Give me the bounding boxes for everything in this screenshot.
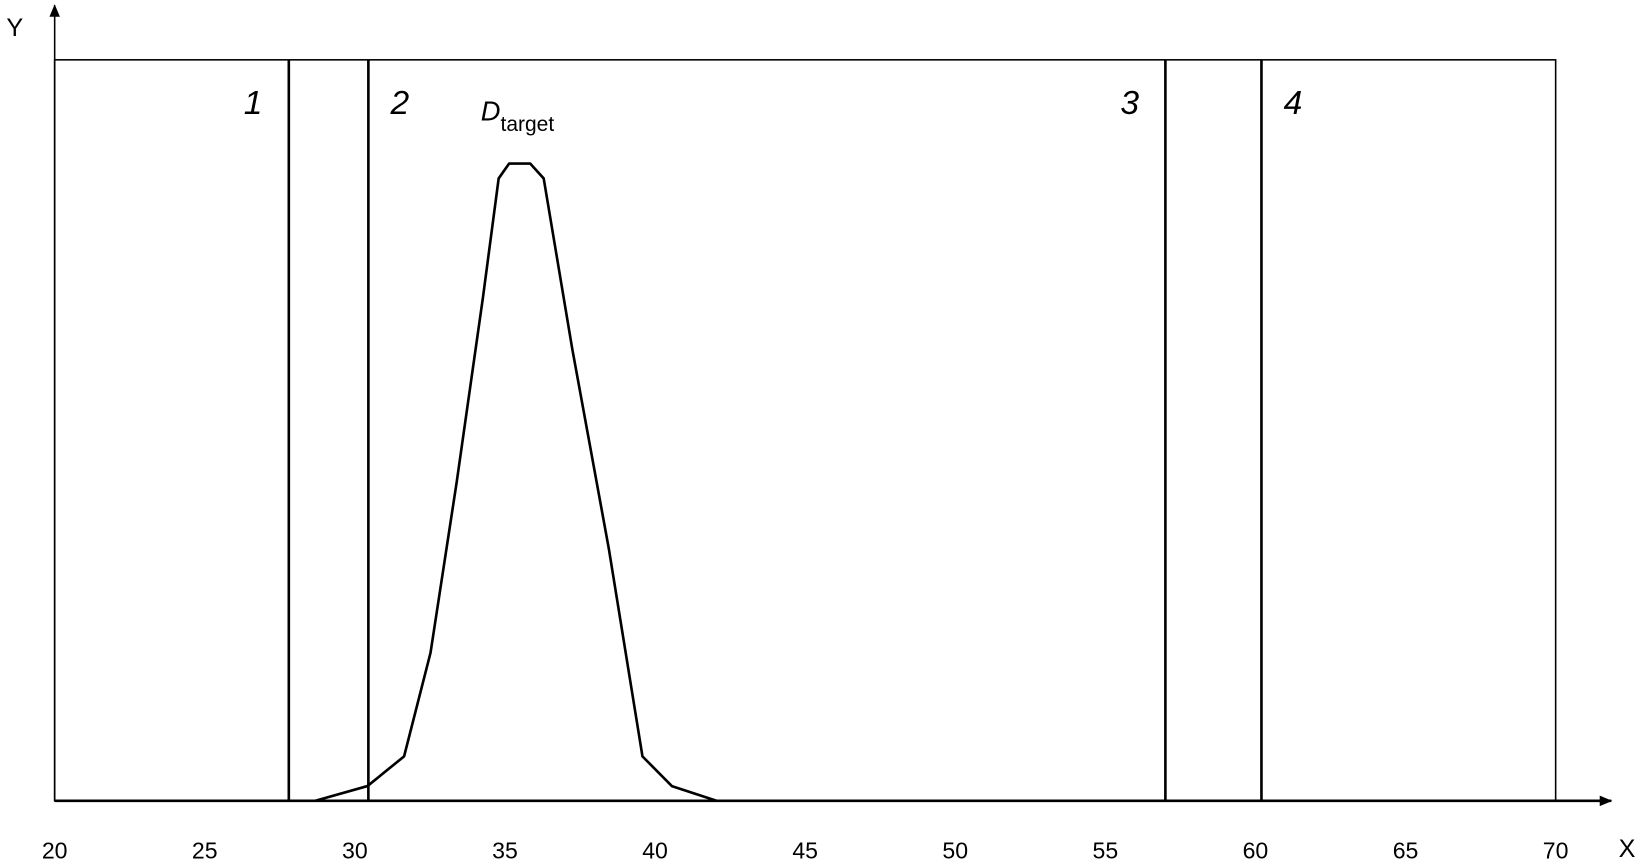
x-axis-label: X: [1619, 835, 1636, 863]
boundary-label: 2: [390, 85, 410, 122]
x-tick-label: 65: [1393, 837, 1419, 863]
x-tick-label: 30: [342, 837, 368, 863]
x-tick-label: 35: [492, 837, 518, 863]
x-tick-label: 20: [42, 837, 68, 863]
x-tick-label: 55: [1093, 837, 1119, 863]
curve-label-sub: target: [501, 112, 555, 135]
curve-label: Dtarget: [481, 96, 555, 136]
boundary-label: 3: [1120, 85, 1139, 122]
boundary-label: 1: [244, 85, 263, 122]
x-tick-label: 60: [1243, 837, 1269, 863]
x-tick-label: 45: [792, 837, 818, 863]
y-axis-label: Y: [6, 14, 23, 42]
x-tick-label: 25: [192, 837, 218, 863]
x-tick-label: 50: [942, 837, 968, 863]
boundary-label: 4: [1284, 85, 1303, 122]
curve-label-main: D: [481, 96, 501, 127]
x-tick-label: 70: [1543, 837, 1569, 863]
plot-frame: [53, 59, 1557, 802]
distribution-curve: [314, 162, 718, 803]
x-tick-label: 40: [642, 837, 668, 863]
